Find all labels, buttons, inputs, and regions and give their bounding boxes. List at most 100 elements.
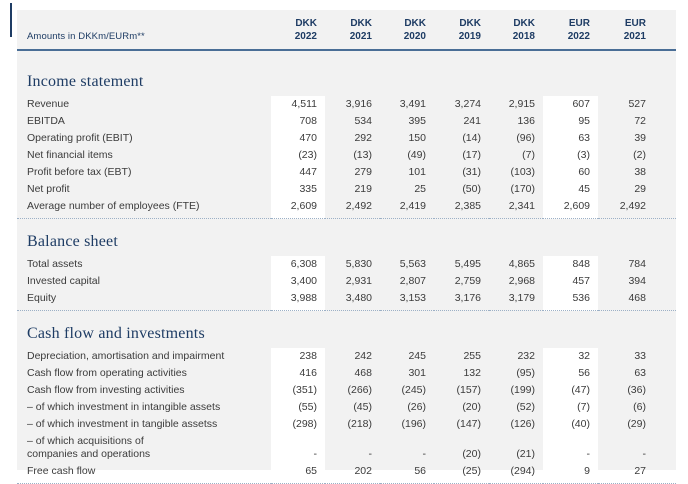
row-label: Total assets (27, 258, 83, 270)
row-label: Free cash flow (17, 463, 271, 484)
cell-value: 848 (572, 258, 590, 270)
cell-value: 3,153 (380, 290, 434, 311)
cell-value: 3,400 (290, 275, 317, 287)
cell-value: 39 (634, 132, 646, 144)
section-heading-row: Balance sheet (17, 219, 676, 257)
cell-value: (55) (298, 401, 317, 413)
cell-value: (7) (577, 401, 590, 413)
cell-value: (2) (633, 149, 646, 161)
section-title: Cash flow and investments (27, 325, 205, 342)
column-currency: EUR (624, 18, 646, 29)
row-label: Net profit (27, 183, 70, 195)
cell-value: 3,179 (489, 290, 543, 311)
table-header-row: Amounts in DKKm/EURm** DKK 2022 DKK 2021 DKK… (17, 10, 676, 51)
cell-value: 784 (628, 258, 646, 270)
cell-value: 416 (299, 367, 317, 379)
row-label: Revenue (27, 98, 70, 110)
cell-value: 2,931 (345, 275, 372, 287)
column-header: EUR 2022 (543, 10, 598, 51)
cell-value: 3,916 (345, 98, 372, 110)
cell-value: (126) (510, 418, 535, 430)
table-row: Profit before tax (EBT) 447 279 101 (31) (103… (17, 164, 676, 181)
cell-value: 101 (408, 166, 426, 178)
cell-value: 3,491 (399, 98, 426, 110)
column-header: DKK 2022 (271, 10, 325, 51)
cell-value: 394 (628, 275, 646, 287)
cell-value: 63 (634, 367, 646, 379)
row-label: EBITDA (27, 115, 65, 127)
cell-value: 45 (578, 183, 590, 195)
section-title: Income statement (27, 73, 144, 90)
cell-value: 2,492 (325, 198, 380, 219)
cell-value: (45) (353, 401, 372, 413)
cell-value: (96) (516, 132, 535, 144)
cell-value: (50) (462, 183, 481, 195)
key-figures-table: Amounts in DKKm/EURm** DKK 2022 DKK 2021 DKK… (17, 10, 676, 484)
cell-value: 335 (299, 183, 317, 195)
cell-value: (266) (347, 384, 372, 396)
cell-value: 241 (463, 115, 481, 127)
cell-value: (49) (407, 149, 426, 161)
cell-value: 63 (578, 132, 590, 144)
amounts-unit-label: Amounts in DKKm/EURm** (17, 10, 271, 51)
row-label: – of which investment in intangible asse… (27, 401, 221, 413)
cell-value: 255 (463, 350, 481, 362)
column-currency: DKK (404, 18, 426, 29)
cell-value: - (642, 448, 647, 460)
table-row: Net profit 335 219 25 (50) (170) 45 29 (17, 181, 676, 198)
cell-value: (147) (456, 418, 481, 430)
table-row: Total assets 6,308 5,830 5,563 5,495 4,865 848… (17, 256, 676, 273)
cell-value: 202 (325, 463, 380, 484)
row-label: Average number of employees (FTE) (17, 198, 271, 219)
column-year: 2021 (623, 31, 646, 42)
cell-value: 279 (354, 166, 372, 178)
cell-value: 447 (299, 166, 317, 178)
column-year: 2021 (349, 31, 372, 42)
column-currency: DKK (350, 18, 372, 29)
column-header: DKK 2020 (380, 10, 434, 51)
table-row: Cash flow from investing activities (351)… (17, 382, 676, 399)
row-label: Invested capital (27, 275, 100, 287)
cell-value: 56 (578, 367, 590, 379)
cell-value: 33 (634, 350, 646, 362)
cell-value: 2,807 (399, 275, 426, 287)
cell-value: 242 (354, 350, 372, 362)
table-row: – of which investment in intangible asse… (17, 399, 676, 416)
row-label: – of which investment in tangible assets… (27, 418, 218, 430)
cell-value: (17) (462, 149, 481, 161)
cell-value: 2,419 (380, 198, 434, 219)
cell-value: 38 (634, 166, 646, 178)
cell-value: 95 (578, 115, 590, 127)
row-label: Cash flow from operating activities (27, 367, 187, 379)
table-row: Revenue 4,511 3,916 3,491 3,274 2,915 607 527 (17, 96, 676, 113)
cell-value: (218) (347, 418, 372, 430)
cell-value: 468 (354, 367, 372, 379)
cell-value: 132 (463, 367, 481, 379)
column-header: EUR 2021 (598, 10, 676, 51)
cell-value: 136 (517, 115, 535, 127)
row-label: Net financial items (27, 149, 113, 161)
cell-value: 2,609 (543, 198, 598, 219)
cell-value: (95) (516, 367, 535, 379)
cell-value: (20) (462, 448, 481, 460)
table-row: Equity 3,988 3,480 3,153 3,176 3,179 536 468 (17, 290, 676, 311)
cell-value: (26) (407, 401, 426, 413)
column-currency: EUR (568, 18, 590, 29)
cell-value: - (586, 448, 591, 460)
cell-value: 3,274 (454, 98, 481, 110)
cell-value: (245) (401, 384, 426, 396)
table-row: Average number of employees (FTE) 2,609 2,… (17, 198, 676, 219)
cell-value: 72 (634, 115, 646, 127)
cell-value: 5,563 (399, 258, 426, 270)
cell-value: 4,865 (508, 258, 535, 270)
column-currency: DKK (459, 18, 481, 29)
column-year: 2019 (458, 31, 481, 42)
column-header: DKK 2021 (325, 10, 380, 51)
cell-value: 9 (543, 463, 598, 484)
section-heading-row: Cash flow and investments (17, 311, 676, 349)
cell-value: 2,759 (454, 275, 481, 287)
cell-value: 3,480 (325, 290, 380, 311)
cell-value: (6) (633, 401, 646, 413)
cell-value: 301 (408, 367, 426, 379)
table-row: – of which acquisitions of companies and… (17, 433, 676, 463)
